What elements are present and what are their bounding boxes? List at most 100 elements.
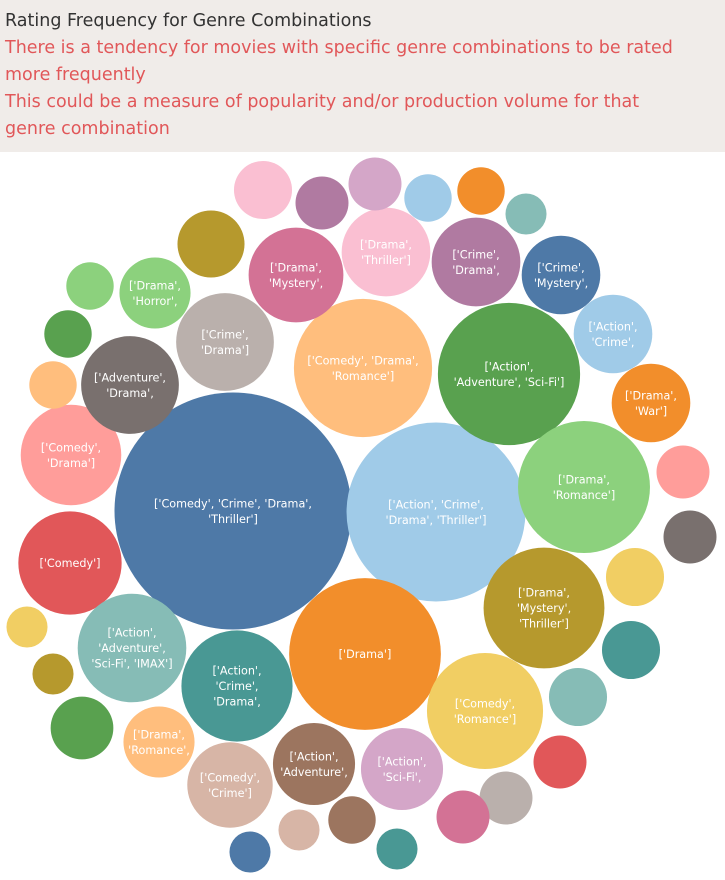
bubble-24[interactable]: ['Drama', 'Romance', xyxy=(123,706,195,778)
bubble-3[interactable]: ['Comedy', 'Drama', 'Romance'] xyxy=(293,298,433,438)
bubble-42[interactable] xyxy=(436,790,490,844)
bubble-circle-32[interactable] xyxy=(66,262,114,310)
bubble-26[interactable] xyxy=(295,176,349,230)
bubble-46[interactable] xyxy=(328,796,376,844)
bubble-circle-25[interactable] xyxy=(233,160,293,220)
bubble-circle-31[interactable] xyxy=(177,210,245,278)
bubble-6[interactable]: ['Drama', 'Mystery', 'Thriller'] xyxy=(483,547,605,669)
bubble-44[interactable] xyxy=(229,831,271,873)
bubble-48[interactable] xyxy=(32,653,74,695)
bubble-36[interactable] xyxy=(663,510,717,564)
bubble-8[interactable]: ['Comedy'] xyxy=(18,511,122,615)
bubble-15[interactable]: ['Drama', 'Thriller'] xyxy=(341,207,431,297)
bubble-16[interactable]: ['Crime', 'Drama', xyxy=(431,217,521,307)
bubble-11[interactable]: ['Action', 'Crime', 'Drama', xyxy=(181,630,293,742)
bubble-circle-49[interactable] xyxy=(50,696,114,760)
bubble-circle-41[interactable] xyxy=(479,771,533,825)
bubble-40[interactable] xyxy=(533,735,587,789)
bubble-circle-22[interactable] xyxy=(360,727,444,811)
bubble-circle-34[interactable] xyxy=(29,361,77,409)
bubble-circle-7[interactable] xyxy=(426,652,544,770)
bubble-29[interactable] xyxy=(457,167,505,215)
bubble-circle-12[interactable] xyxy=(81,336,179,434)
bubble-1[interactable]: ['Action', 'Crime', 'Drama', 'Thriller'] xyxy=(346,422,526,602)
bubble-4[interactable]: ['Action', 'Adventure', 'Sci-Fi'] xyxy=(437,302,581,446)
bubble-circle-17[interactable] xyxy=(521,235,601,315)
bubble-32[interactable] xyxy=(66,262,114,310)
bubble-19[interactable]: ['Drama', 'War'] xyxy=(611,363,691,443)
bubble-12[interactable]: ['Adventure', 'Drama', xyxy=(81,336,179,434)
bubble-17[interactable]: ['Crime', 'Mystery', xyxy=(521,235,601,315)
bubble-circle-37[interactable] xyxy=(605,547,665,607)
bubble-2[interactable]: ['Drama'] xyxy=(289,578,441,730)
bubble-14[interactable]: ['Drama', 'Mystery', xyxy=(248,227,344,323)
bubble-31[interactable] xyxy=(177,210,245,278)
bubble-circle-26[interactable] xyxy=(295,176,349,230)
bubble-34[interactable] xyxy=(29,361,77,409)
bubble-circle-40[interactable] xyxy=(533,735,587,789)
bubble-circle-3[interactable] xyxy=(293,298,433,438)
bubble-circle-14[interactable] xyxy=(248,227,344,323)
bubble-circle-8[interactable] xyxy=(18,511,122,615)
bubble-circle-44[interactable] xyxy=(229,831,271,873)
bubble-circle-1[interactable] xyxy=(346,422,526,602)
bubble-circle-20[interactable] xyxy=(119,257,191,329)
bubble-41[interactable] xyxy=(479,771,533,825)
bubble-circle-24[interactable] xyxy=(123,706,195,778)
bubble-circle-2[interactable] xyxy=(289,578,441,730)
bubble-circle-18[interactable] xyxy=(573,294,653,374)
bubble-circle-4[interactable] xyxy=(437,302,581,446)
bubble-circle-5[interactable] xyxy=(518,421,650,553)
bubble-circle-9[interactable] xyxy=(20,404,122,506)
bubble-38[interactable] xyxy=(601,620,661,680)
bubble-circle-15[interactable] xyxy=(341,207,431,297)
bubble-5[interactable]: ['Drama', 'Romance'] xyxy=(518,421,650,553)
bubble-circle-23[interactable] xyxy=(187,742,273,828)
bubble-circle-43[interactable] xyxy=(376,828,418,870)
bubble-circle-35[interactable] xyxy=(656,445,710,499)
bubble-10[interactable]: ['Action', 'Adventure', 'Sci-Fi', 'IMAX'] xyxy=(77,593,187,703)
bubble-27[interactable] xyxy=(348,157,402,211)
bubble-circle-28[interactable] xyxy=(404,174,452,222)
bubble-28[interactable] xyxy=(404,174,452,222)
bubble-circle-0[interactable] xyxy=(114,392,352,630)
bubble-47[interactable] xyxy=(6,606,48,648)
bubble-37[interactable] xyxy=(605,547,665,607)
bubble-circle-29[interactable] xyxy=(457,167,505,215)
bubble-22[interactable]: ['Action', 'Sci-Fi', xyxy=(360,727,444,811)
bubble-circle-19[interactable] xyxy=(611,363,691,443)
bubble-circle-47[interactable] xyxy=(6,606,48,648)
bubble-30[interactable] xyxy=(505,193,547,235)
bubble-circle-30[interactable] xyxy=(505,193,547,235)
bubble-9[interactable]: ['Comedy', 'Drama'] xyxy=(20,404,122,506)
bubble-circle-48[interactable] xyxy=(32,653,74,695)
bubble-circle-13[interactable] xyxy=(176,293,274,391)
bubble-circle-11[interactable] xyxy=(181,630,293,742)
bubble-circle-39[interactable] xyxy=(548,667,608,727)
bubble-0[interactable]: ['Comedy', 'Crime', 'Drama', 'Thriller'] xyxy=(114,392,352,630)
bubble-20[interactable]: ['Drama', 'Horror', xyxy=(119,257,191,329)
bubble-35[interactable] xyxy=(656,445,710,499)
bubble-7[interactable]: ['Comedy', 'Romance'] xyxy=(426,652,544,770)
bubble-13[interactable]: ['Crime', 'Drama'] xyxy=(176,293,274,391)
bubble-circle-45[interactable] xyxy=(278,809,320,851)
bubble-circle-21[interactable] xyxy=(272,722,356,806)
bubble-33[interactable] xyxy=(44,310,92,358)
bubble-23[interactable]: ['Comedy', 'Crime'] xyxy=(187,742,273,828)
bubble-45[interactable] xyxy=(278,809,320,851)
bubble-18[interactable]: ['Action', 'Crime', xyxy=(573,294,653,374)
bubble-43[interactable] xyxy=(376,828,418,870)
bubble-circle-10[interactable] xyxy=(77,593,187,703)
bubble-circle-16[interactable] xyxy=(431,217,521,307)
bubble-21[interactable]: ['Action', 'Adventure', xyxy=(272,722,356,806)
bubble-circle-36[interactable] xyxy=(663,510,717,564)
bubble-circle-42[interactable] xyxy=(436,790,490,844)
bubble-39[interactable] xyxy=(548,667,608,727)
bubble-circle-46[interactable] xyxy=(328,796,376,844)
bubble-25[interactable] xyxy=(233,160,293,220)
bubble-circle-38[interactable] xyxy=(601,620,661,680)
bubble-49[interactable] xyxy=(50,696,114,760)
bubble-circle-27[interactable] xyxy=(348,157,402,211)
bubble-circle-6[interactable] xyxy=(483,547,605,669)
bubble-circle-33[interactable] xyxy=(44,310,92,358)
